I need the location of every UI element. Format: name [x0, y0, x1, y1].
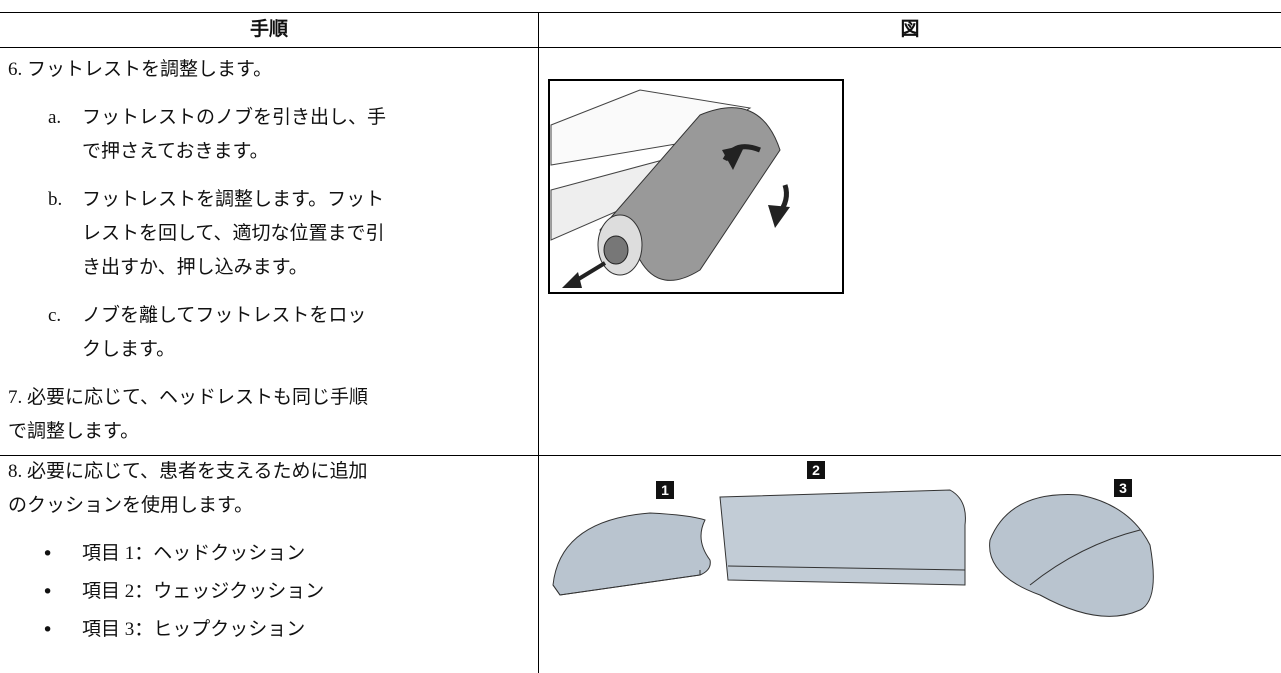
- figure-label: 3: [1114, 479, 1132, 497]
- header-cell: 手順: [249, 19, 288, 40]
- step-text: 7. 必要に応じて、ヘッドレストも同じ手順: [8, 387, 369, 408]
- footrest-figure: [548, 79, 844, 294]
- figure-label: 2: [807, 461, 825, 479]
- step-text: 項目 2：ウェッジクッション: [82, 581, 325, 602]
- row-rule: [0, 455, 1281, 456]
- step-text: 項目 1：ヘッドクッション: [82, 543, 306, 564]
- step-text: ノブを離してフットレストをロッ: [82, 305, 367, 326]
- step-text: クします。: [82, 339, 176, 360]
- step-text: レストを回して、適切な位置まで引: [82, 223, 385, 244]
- step-text: 8. 必要に応じて、患者を支えるために追加: [8, 461, 368, 482]
- step-text: フットレストのノブを引き出し、手: [82, 107, 387, 128]
- figure-label: 1: [656, 481, 674, 499]
- column-rule: [538, 12, 539, 673]
- step-marker: b.: [48, 189, 63, 210]
- header-rule: [0, 47, 1281, 48]
- step-text: で押さえておきます。: [82, 141, 269, 162]
- table-top-rule: [0, 12, 1281, 13]
- step-text: 項目 3：ヒップクッション: [82, 619, 306, 640]
- step-text: 6. フットレストを調整します。: [8, 59, 273, 80]
- bullet: •: [42, 543, 54, 565]
- step-marker: c.: [48, 305, 62, 326]
- bullet: •: [42, 581, 54, 603]
- step-text: き出すか、押し込みます。: [82, 257, 308, 278]
- step-text: で調整します。: [8, 421, 140, 442]
- header-cell: 図: [900, 19, 920, 40]
- step-text: フットレストを調整します。フット: [82, 189, 385, 210]
- bullet: •: [42, 619, 54, 641]
- step-text: のクッションを使用します。: [8, 495, 254, 516]
- step-marker: a.: [48, 107, 62, 128]
- cushions-figure: [552, 489, 1154, 617]
